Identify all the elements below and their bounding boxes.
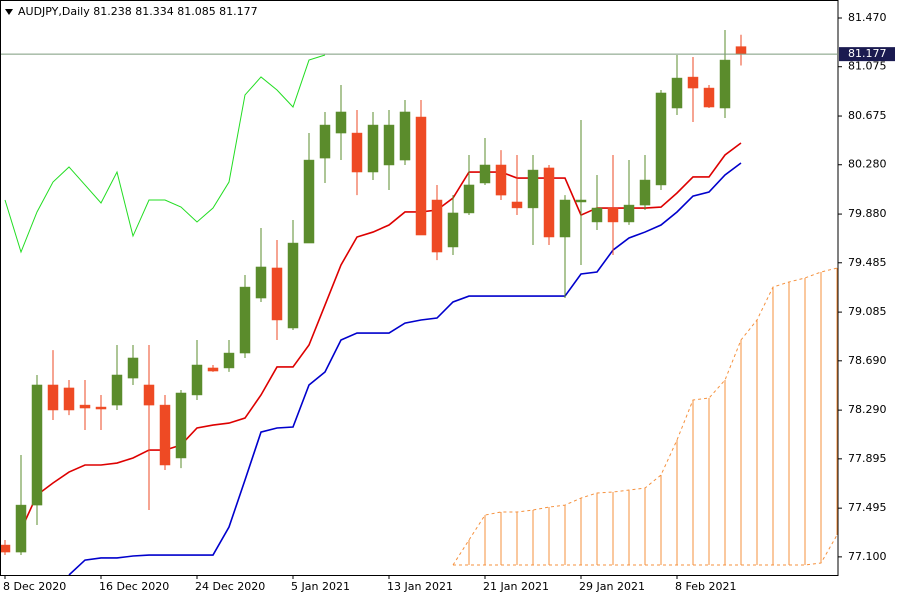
candle-body [639, 179, 651, 206]
y-tick-label: 77.100 [848, 550, 887, 563]
candle-body [591, 207, 603, 223]
chart-title: AUDJPY,Daily 81.238 81.334 81.085 81.177 [18, 5, 258, 18]
x-tick-label: 8 Feb 2021 [675, 580, 736, 593]
x-tick-label: 21 Jan 2021 [483, 580, 549, 593]
candle-body [575, 199, 587, 203]
candle-body [79, 404, 91, 409]
y-tick-label: 77.495 [848, 501, 887, 514]
y-tick-label: 78.290 [848, 403, 887, 416]
candle-body [687, 76, 699, 89]
candle-body [31, 384, 43, 506]
candle-body [15, 504, 27, 553]
candle-body [655, 92, 667, 186]
x-tick-label: 8 Dec 2020 [3, 580, 66, 593]
candle-body [607, 207, 619, 223]
x-tick-label: 5 Jan 2021 [291, 580, 350, 593]
candle-body [111, 374, 123, 406]
candle-body [463, 184, 475, 214]
plot-area [1, 29, 838, 575]
candle-body [399, 111, 411, 161]
candle-body [95, 406, 107, 410]
candle-body [175, 392, 187, 459]
candle-body [367, 124, 379, 173]
indicator-line [20, 142, 742, 531]
cloud-upper [452, 267, 838, 566]
y-tick-label: 79.880 [848, 207, 887, 220]
y-tick-label: 79.085 [848, 305, 887, 318]
candle-body [479, 164, 491, 184]
y-tick-label: 81.470 [848, 11, 887, 24]
candle-body [159, 404, 171, 466]
x-tick-label: 13 Jan 2021 [387, 580, 453, 593]
candle-body [239, 286, 251, 354]
candle-body [303, 159, 315, 244]
candle-body [335, 111, 347, 134]
candle-body [1, 544, 11, 553]
candle-body [495, 164, 507, 196]
y-tick-label: 78.690 [848, 354, 887, 367]
x-tick-label: 16 Dec 2020 [99, 580, 169, 593]
candle-body [383, 124, 395, 166]
candle-body [511, 201, 523, 209]
candle-body [143, 384, 155, 406]
candle-body [719, 59, 731, 109]
candle-body [287, 242, 299, 329]
last-price-label: 81.177 [848, 47, 887, 60]
x-tick-label: 24 Dec 2020 [195, 580, 265, 593]
candle-body [191, 364, 203, 396]
cloud-lower [453, 534, 838, 566]
candle-body [703, 87, 715, 108]
indicator-line [4, 54, 326, 254]
candle-body [271, 267, 283, 321]
candle-body [559, 199, 571, 238]
candle-body [431, 199, 443, 253]
candle-body [223, 352, 235, 369]
candle-body [207, 367, 219, 372]
candle-body [351, 132, 363, 173]
candle-body [47, 384, 59, 411]
candle-body [527, 169, 539, 209]
candle-body [127, 357, 139, 379]
candle-body [543, 167, 555, 238]
x-tick-label: 29 Jan 2021 [579, 580, 645, 593]
candle-body [415, 116, 427, 236]
candle-body [623, 204, 635, 223]
plot-frame [0, 0, 839, 576]
candle-body [63, 387, 75, 411]
y-tick-label: 79.485 [848, 256, 887, 269]
candle-body [255, 266, 267, 299]
y-tick-label: 80.675 [848, 109, 887, 122]
last-price-box [839, 47, 895, 62]
indicator-line [68, 162, 742, 575]
y-tick-label: 81.075 [848, 60, 887, 73]
candle-body [671, 77, 683, 109]
y-tick-label: 80.280 [848, 158, 887, 171]
candle-body [319, 124, 331, 159]
y-tick-label: 77.895 [848, 452, 887, 465]
collapse-icon[interactable] [5, 9, 13, 15]
candle-body [447, 212, 459, 248]
candle-body [735, 46, 747, 55]
